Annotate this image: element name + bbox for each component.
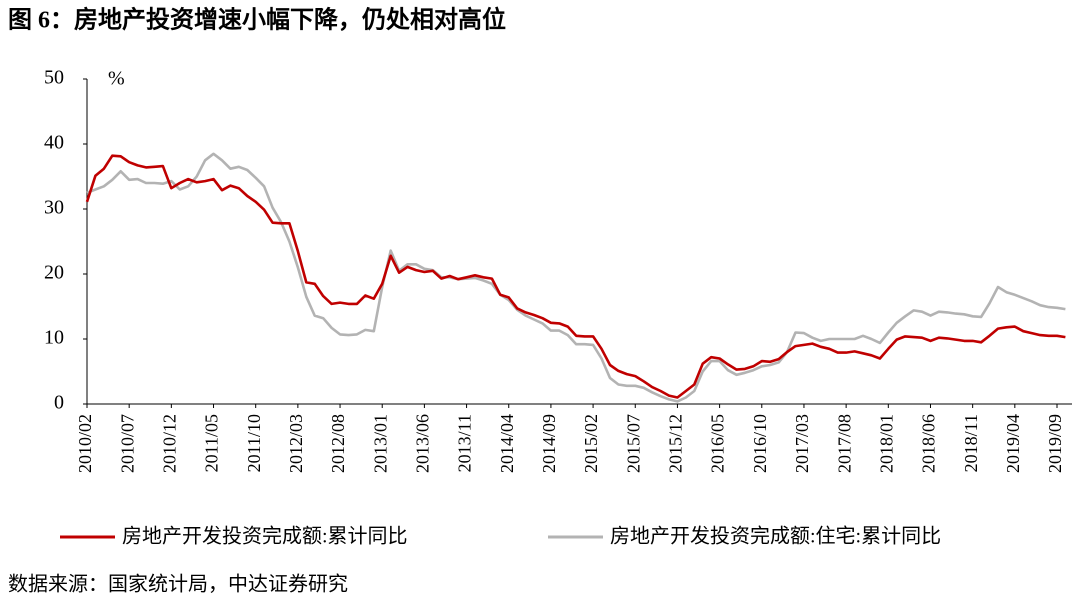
x-tick-label: 2013/11 — [455, 414, 475, 472]
x-tick-label: 2017/08 — [834, 414, 854, 473]
x-tick-label: 2012/08 — [328, 414, 348, 473]
line-series — [86, 152, 1066, 403]
x-tick-label: 2010/07 — [117, 414, 137, 473]
x-tick-label: 2014/04 — [497, 414, 517, 473]
y-tick-label: 10 — [44, 327, 64, 349]
y-tick-label: 30 — [44, 197, 64, 219]
y-tick-label: 40 — [44, 132, 64, 154]
x-tick-label: 2015/07 — [623, 414, 643, 473]
x-tick-label: 2016/10 — [750, 414, 770, 473]
x-tick-label: 2011/10 — [244, 414, 264, 472]
y-tick-label: 50 — [44, 67, 64, 89]
x-tick-label: 2019/09 — [1045, 414, 1065, 473]
x-tick-label: 2010/02 — [75, 414, 95, 473]
x-tick-label: 2019/04 — [1003, 414, 1023, 473]
x-tick-label: 2013/06 — [413, 414, 433, 473]
x-tick-label: 2013/01 — [370, 414, 390, 473]
y-tick-label: 20 — [44, 262, 64, 284]
x-tick-label: 2018/11 — [961, 414, 981, 472]
x-tick-label: 2017/03 — [792, 414, 812, 473]
line-series — [85, 154, 1066, 399]
x-tick-label: 2015/12 — [666, 414, 686, 473]
legend-label: 房地产开发投资完成额:累计同比 — [122, 525, 408, 548]
x-tick-label: 2015/02 — [581, 414, 601, 473]
x-tick-label: 2011/05 — [202, 414, 222, 472]
y-unit: % — [108, 68, 125, 90]
y-tick-label: 0 — [54, 392, 64, 414]
x-tick-label: 2010/12 — [159, 414, 179, 473]
x-tick-label: 2012/03 — [286, 414, 306, 473]
x-tick-label: 2014/09 — [539, 414, 559, 473]
legend-label: 房地产开发投资完成额:住宅:累计同比 — [610, 525, 941, 548]
x-tick-label: 2016/05 — [708, 414, 728, 473]
chart-title: 图 6：房地产投资增速小幅下降，仍处相对高位 — [8, 6, 506, 34]
x-tick-label: 2018/01 — [876, 414, 896, 473]
x-tick-label: 2018/06 — [919, 414, 939, 473]
source: 数据来源：国家统计局，中达证券研究 — [8, 573, 348, 596]
